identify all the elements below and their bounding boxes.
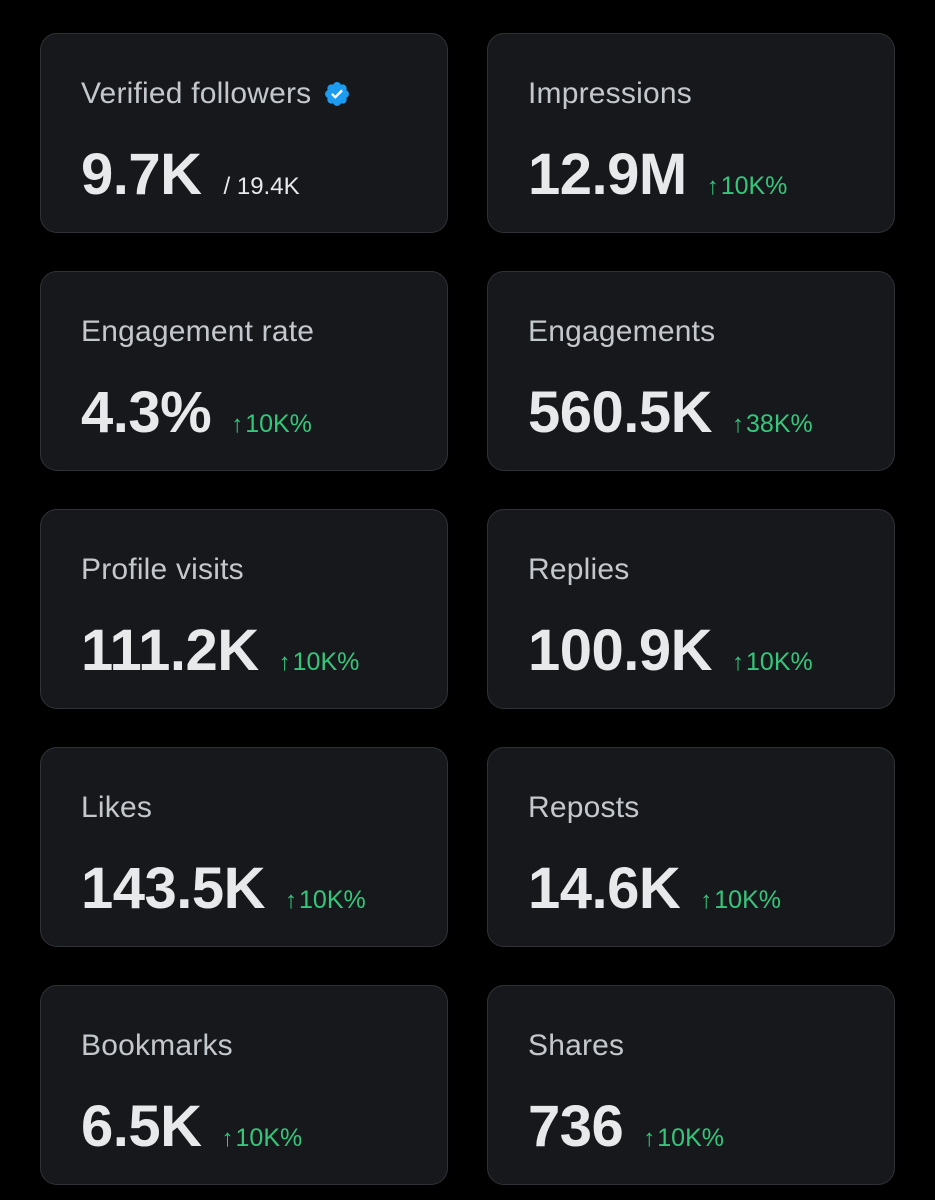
metric-change-value: 10K%	[245, 410, 312, 438]
card-engagements[interactable]: Engagements 560.5K ↑ 38K%	[487, 271, 895, 471]
card-label: Likes	[81, 791, 153, 824]
metric-value: 560.5K	[528, 380, 713, 445]
card-header: Reposts	[528, 790, 639, 826]
card-value-row: 111.2K ↑ 10K%	[81, 618, 359, 684]
metric-value: 4.3%	[81, 380, 212, 445]
card-label: Verified followers	[81, 77, 312, 110]
metric-change-value: 10K%	[292, 648, 360, 676]
metric-change: ↑ 10K%	[222, 1124, 303, 1153]
card-header: Impressions	[528, 76, 692, 112]
card-header: Engagement rate	[81, 314, 314, 350]
card-header: Engagements	[528, 314, 715, 350]
card-header: Verified followers	[81, 76, 351, 112]
metric-value: 143.5K	[81, 856, 266, 921]
card-value-row: 6.5K ↑ 10K%	[81, 1094, 302, 1160]
metric-change: ↑ 38K%	[732, 410, 813, 439]
metric-change-value: 10K%	[720, 172, 788, 200]
card-profile-visits[interactable]: Profile visits 111.2K ↑ 10K%	[40, 509, 448, 709]
metric-value: 12.9M	[528, 142, 687, 207]
metric-change: ↑ 10K%	[707, 172, 788, 201]
card-value-row: 143.5K ↑ 10K%	[81, 856, 366, 922]
card-value-row: 14.6K ↑ 10K%	[528, 856, 781, 922]
card-label: Reposts	[528, 791, 640, 824]
metric-change-value: 10K%	[746, 648, 813, 676]
metric-change: ↑ 10K%	[231, 410, 312, 439]
card-replies[interactable]: Replies 100.9K ↑ 10K%	[487, 509, 895, 709]
card-value-row: 9.7K / 19.4K	[81, 142, 300, 208]
metric-value: 111.2K	[81, 618, 259, 683]
arrow-up-icon: ↑	[278, 649, 291, 676]
card-header: Likes	[81, 790, 152, 826]
arrow-up-icon: ↑	[706, 173, 719, 200]
metric-change-value: 10K%	[657, 1124, 724, 1152]
card-value-row: 12.9M ↑ 10K%	[528, 142, 787, 208]
card-engagement-rate[interactable]: Engagement rate 4.3% ↑ 10K%	[40, 271, 448, 471]
card-likes[interactable]: Likes 143.5K ↑ 10K%	[40, 747, 448, 947]
card-bookmarks[interactable]: Bookmarks 6.5K ↑ 10K%	[40, 985, 448, 1185]
arrow-up-icon: ↑	[643, 1125, 656, 1152]
card-label: Bookmarks	[81, 1029, 233, 1062]
card-label: Replies	[528, 553, 630, 586]
metric-value: 14.6K	[528, 856, 681, 921]
metrics-grid: Verified followers 9.7K / 19.4K Impressi…	[40, 33, 895, 1185]
metric-change-value: 38K%	[746, 410, 813, 438]
arrow-up-icon: ↑	[732, 411, 745, 438]
metric-change: ↑ 10K%	[732, 648, 813, 677]
card-header: Replies	[528, 552, 629, 588]
metric-change: ↑ 10K%	[643, 1124, 724, 1153]
card-value-row: 100.9K ↑ 10K%	[528, 618, 813, 684]
arrow-up-icon: ↑	[700, 887, 713, 914]
card-header: Profile visits	[81, 552, 244, 588]
metric-value: 736	[528, 1094, 624, 1159]
metric-change: ↑ 10K%	[285, 886, 366, 915]
arrow-up-icon: ↑	[285, 887, 298, 914]
metric-change-value: 10K%	[714, 886, 781, 914]
metric-total: / 19.4K	[223, 173, 300, 200]
card-label: Profile visits	[81, 553, 244, 586]
metric-change: ↑ 10K%	[700, 886, 781, 915]
verified-badge-icon	[323, 80, 351, 108]
arrow-up-icon: ↑	[221, 1125, 234, 1152]
card-value-row: 560.5K ↑ 38K%	[528, 380, 813, 446]
card-header: Shares	[528, 1028, 624, 1064]
card-label: Engagements	[528, 315, 716, 348]
card-header: Bookmarks	[81, 1028, 233, 1064]
card-label: Shares	[528, 1029, 625, 1062]
metric-change-value: 10K%	[299, 886, 366, 914]
arrow-up-icon: ↑	[732, 649, 745, 676]
card-reposts[interactable]: Reposts 14.6K ↑ 10K%	[487, 747, 895, 947]
card-label: Impressions	[528, 77, 692, 110]
arrow-up-icon: ↑	[231, 411, 244, 438]
card-shares[interactable]: Shares 736 ↑ 10K%	[487, 985, 895, 1185]
card-label: Engagement rate	[81, 315, 315, 348]
metric-change-value: 10K%	[235, 1124, 303, 1152]
card-verified-followers[interactable]: Verified followers 9.7K / 19.4K	[40, 33, 448, 233]
metric-value: 9.7K	[81, 142, 202, 207]
card-value-row: 736 ↑ 10K%	[528, 1094, 724, 1160]
metric-value: 6.5K	[81, 1094, 202, 1159]
card-impressions[interactable]: Impressions 12.9M ↑ 10K%	[487, 33, 895, 233]
metric-change: ↑ 10K%	[279, 648, 360, 677]
card-value-row: 4.3% ↑ 10K%	[81, 380, 312, 446]
metric-value: 100.9K	[528, 618, 713, 683]
